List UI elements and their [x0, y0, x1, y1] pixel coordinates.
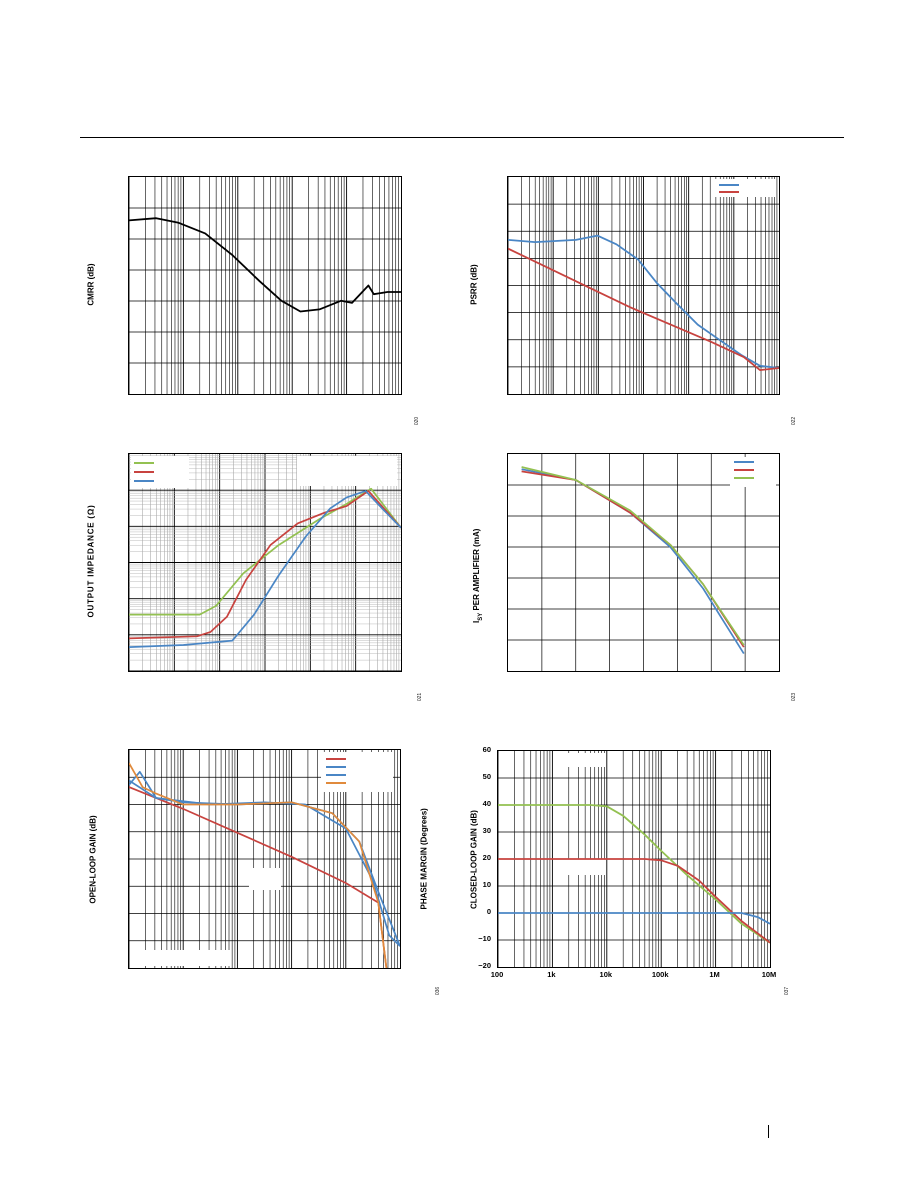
aol-series-3 — [129, 762, 388, 968]
grid — [508, 177, 779, 394]
cmrr-plot — [128, 176, 402, 395]
acl-series-2 — [498, 912, 770, 925]
isy-ylabel-sub: SY — [477, 612, 484, 621]
aol-figure-id: 036 — [435, 986, 442, 996]
legend-box — [297, 456, 397, 486]
aol-ylabel: OPEN-LOOP GAIN (dB) — [88, 815, 98, 904]
zout-series-2 — [129, 490, 401, 648]
isy-figure-id: 023 — [791, 692, 798, 702]
isy-svg — [508, 454, 779, 671]
acl-xtick: 1k — [547, 970, 556, 979]
acl-ytick: 30 — [482, 826, 491, 835]
aol-series-2 — [129, 779, 400, 947]
grid — [129, 750, 400, 968]
legend-box — [131, 950, 231, 966]
psrr-ylabel: PSRR (dB) — [469, 264, 479, 305]
acl-ytick: 0 — [486, 907, 491, 916]
isy-ylabel: ISY PER AMPLIFIER (mA) — [472, 526, 484, 626]
legend-box — [714, 179, 776, 197]
psrr-figure-id: 022 — [791, 416, 798, 426]
isy-series-2 — [521, 466, 745, 646]
aol-ylabel2: PHASE MARGIN (Degrees) — [419, 808, 429, 910]
cmrr-svg — [129, 177, 401, 394]
zout-svg — [129, 454, 401, 671]
acl-series-0 — [498, 804, 770, 944]
acl-xtick: 10M — [761, 970, 777, 979]
acl-xtick: 100 — [490, 970, 504, 979]
acl-ytick: 20 — [482, 853, 491, 862]
open-loop-gain-plot — [128, 749, 401, 969]
acl-series-1 — [498, 858, 770, 944]
acl-xtick: 100k — [651, 970, 669, 979]
isy-ylabel-main: I — [472, 620, 482, 623]
acl-figure-id: 037 — [784, 986, 791, 996]
zout-figure-id: 021 — [417, 692, 424, 702]
acl-xtick: 1M — [709, 970, 720, 979]
legend-box — [566, 753, 606, 767]
aol-svg — [129, 750, 400, 968]
isy-plot — [507, 453, 780, 672]
grid — [129, 177, 401, 394]
psrr-series-1 — [508, 247, 779, 372]
cmrr-figure-id: 020 — [414, 416, 421, 426]
isy-ylabel-rest: PER AMPLIFIER (mA) — [472, 528, 482, 613]
header-rule — [80, 137, 844, 138]
closed-loop-gain-plot — [497, 750, 771, 968]
acl-svg — [498, 751, 770, 967]
legend-box — [249, 868, 281, 890]
acl-xtick: 10k — [599, 970, 613, 979]
psrr-plot — [507, 176, 780, 395]
acl-ytick: 60 — [482, 745, 491, 754]
cmrr-series-0 — [129, 217, 401, 313]
legend-box — [566, 859, 606, 875]
isy-series-1 — [521, 470, 745, 648]
acl-ytick: −10 — [478, 934, 491, 943]
output-impedance-plot — [128, 453, 402, 672]
page-mark — [768, 1125, 769, 1138]
acl-ytick: 50 — [482, 772, 491, 781]
zout-series-1 — [129, 490, 401, 640]
isy-series-0 — [521, 468, 745, 655]
zout-ylabel: OUTPUT IMPEDANCE (Ω) — [86, 504, 96, 618]
acl-ytick: 10 — [482, 880, 491, 889]
cmrr-ylabel: CMRR (dB) — [86, 263, 96, 306]
acl-ytick: −20 — [478, 961, 491, 970]
psrr-svg — [508, 177, 779, 394]
acl-ytick: 40 — [482, 799, 491, 808]
